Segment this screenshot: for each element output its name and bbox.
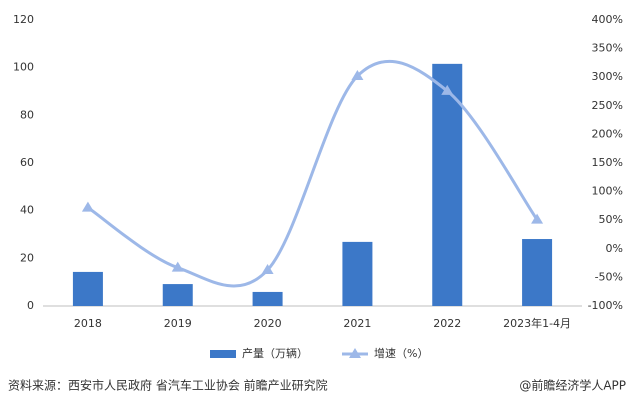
y2-tick-label: 50% (599, 213, 623, 226)
bar (522, 239, 553, 306)
y-tick-label: 100 (13, 61, 34, 74)
source: 资料来源：西安市人民政府 省汽车工业协会 前瞻产业研究院 (8, 378, 328, 393)
y2-tick-label: 150% (592, 156, 623, 169)
legend-label: 增速（%） (374, 346, 428, 360)
legend-swatch (349, 348, 361, 358)
bar (162, 284, 193, 306)
y2-tick-label: 0% (606, 242, 623, 255)
y2-tick-label: 300% (592, 70, 623, 83)
x-tick-label: 2023年1-4月 (503, 316, 571, 330)
bar (252, 291, 283, 306)
y-tick-label: 80 (20, 108, 34, 121)
line (87, 59, 539, 288)
y2-tick-label: 350% (592, 42, 623, 55)
line-marker (441, 84, 454, 95)
line-marker (351, 70, 364, 81)
y-tick-label: 40 (20, 204, 34, 217)
x-tick-label: 2019 (164, 317, 192, 330)
y2-tick-label: -50% (595, 270, 623, 283)
y-tick-label: 120 (13, 13, 34, 26)
y2-tick-label: -100% (588, 299, 623, 312)
bar (342, 241, 373, 306)
bar (72, 271, 103, 306)
x-tick-label: 2020 (254, 317, 282, 330)
y-tick-label: 20 (20, 251, 34, 264)
bar (432, 63, 463, 306)
line-marker (261, 263, 274, 274)
x-tick-label: 2022 (433, 317, 461, 330)
legend-label: 产量（万辆） (242, 346, 308, 360)
y2-tick-label: 400% (592, 13, 623, 26)
legend-swatch (210, 350, 236, 358)
line-marker (531, 213, 544, 224)
y-tick-label: 60 (20, 156, 34, 169)
x-tick-label: 2021 (343, 317, 371, 330)
line-marker (81, 201, 94, 212)
y2-tick-label: 200% (592, 127, 623, 140)
y2-tick-label: 100% (592, 185, 623, 198)
y2-tick-label: 250% (592, 99, 623, 112)
y-tick-label: 0 (27, 299, 34, 312)
line-marker (171, 261, 184, 272)
credit: @前瞻经济学人APP (519, 378, 626, 393)
x-tick-label: 2018 (74, 317, 102, 330)
